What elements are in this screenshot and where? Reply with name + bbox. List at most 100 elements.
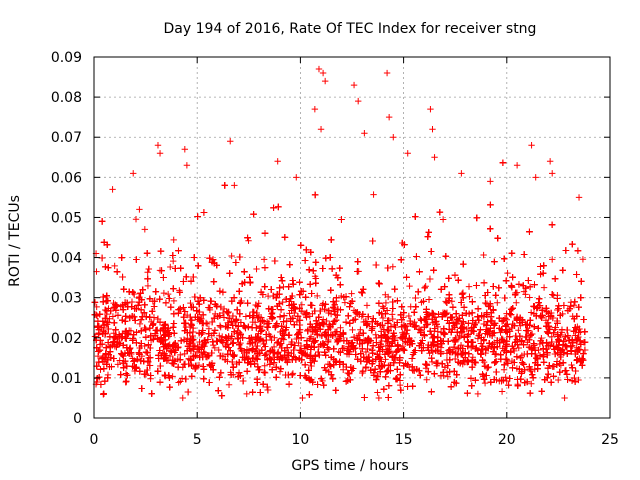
data-point [481, 379, 489, 387]
data-point [363, 302, 371, 309]
data-point [130, 358, 137, 365]
data-point [374, 389, 381, 396]
data-points [91, 65, 589, 402]
data-point [579, 256, 587, 263]
data-point [144, 269, 151, 276]
data-point [575, 376, 582, 384]
data-point [465, 283, 473, 290]
data-point [515, 344, 522, 352]
data-point [261, 369, 269, 377]
data-point [469, 353, 477, 361]
data-point [187, 299, 194, 307]
data-point [389, 263, 397, 270]
data-point [219, 333, 226, 340]
data-point [520, 288, 528, 295]
data-point [196, 338, 203, 346]
data-point [382, 291, 389, 298]
data-point [211, 344, 218, 352]
data-point [452, 355, 459, 363]
data-point [372, 331, 379, 338]
data-point [406, 282, 413, 290]
data-point [572, 332, 579, 339]
data-point [517, 322, 524, 329]
data-point [480, 251, 487, 259]
data-point [362, 348, 370, 356]
data-point [144, 282, 152, 290]
data-point [242, 313, 250, 320]
data-point [116, 357, 123, 364]
data-point [528, 380, 535, 388]
data-point [314, 292, 321, 300]
data-point [472, 359, 479, 367]
data-point [170, 257, 177, 265]
data-point [109, 313, 117, 320]
data-point [570, 302, 578, 309]
data-point [283, 317, 290, 325]
data-point [549, 256, 556, 263]
data-point [271, 334, 278, 341]
data-point [550, 292, 557, 299]
data-point [91, 333, 99, 340]
data-point [540, 284, 548, 291]
data-point [444, 373, 452, 380]
data-point [228, 252, 235, 260]
data-point [169, 373, 176, 380]
data-point [555, 376, 562, 384]
data-point [457, 341, 465, 349]
data-point [293, 335, 300, 343]
data-point [253, 265, 260, 273]
data-point [340, 366, 347, 373]
data-point [261, 362, 268, 369]
data-point [370, 191, 377, 198]
data-point [466, 293, 473, 300]
data-point [434, 323, 442, 331]
data-point [383, 368, 390, 376]
data-point [216, 332, 223, 339]
data-point [527, 309, 535, 316]
data-point [175, 379, 182, 386]
data-point [93, 303, 100, 311]
data-point [559, 341, 567, 348]
data-point [494, 299, 501, 306]
data-point [220, 305, 228, 313]
data-point [124, 331, 131, 339]
data-point [497, 329, 504, 336]
data-point [474, 335, 482, 342]
data-point [389, 315, 396, 323]
data-point [337, 324, 344, 331]
data-point [513, 299, 520, 306]
data-point [111, 262, 118, 270]
data-point [382, 356, 389, 363]
data-point [536, 340, 544, 348]
data-point [382, 299, 390, 307]
data-point [237, 339, 244, 347]
data-point [439, 216, 447, 223]
data-point [538, 334, 545, 342]
data-point [515, 327, 522, 334]
data-point [217, 323, 224, 331]
data-point [210, 341, 217, 349]
data-point [110, 330, 118, 337]
data-point [132, 216, 140, 223]
data-point [526, 294, 533, 301]
data-point [136, 320, 144, 328]
data-point [141, 226, 149, 233]
data-point [170, 297, 178, 305]
data-point [323, 317, 330, 325]
data-point [279, 298, 286, 306]
data-point [276, 368, 284, 375]
data-point [388, 311, 396, 318]
data-point [289, 370, 297, 377]
data-point [270, 343, 278, 351]
data-point [260, 256, 268, 263]
data-point [498, 388, 506, 395]
data-point [483, 344, 491, 352]
data-point [170, 236, 177, 244]
data-point [160, 289, 168, 297]
data-point [405, 312, 413, 320]
data-point [442, 298, 449, 305]
data-point [245, 237, 252, 244]
data-point [203, 320, 211, 328]
data-point [114, 361, 122, 368]
